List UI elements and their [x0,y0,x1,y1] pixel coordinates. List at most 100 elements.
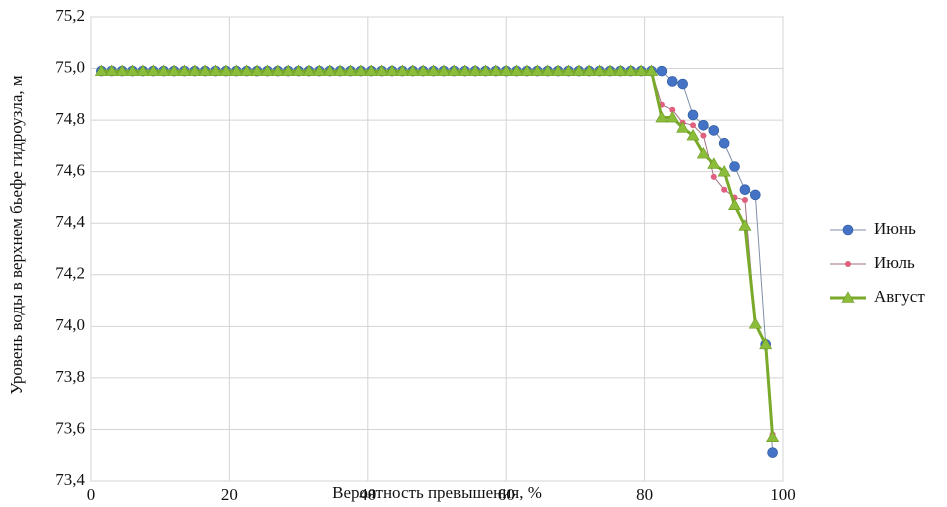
y-tick-label: 74,2 [55,264,85,283]
data-point [416,64,430,76]
data-point [717,165,731,177]
data-point [707,157,721,169]
data-point [437,64,451,76]
data-point [593,64,607,76]
data-point [561,64,575,76]
y-tick-label: 73,6 [55,418,85,437]
data-point [766,430,780,442]
data-point [582,64,596,76]
data-point [729,161,740,172]
data-point [666,76,678,87]
y-tick-label: 75,0 [55,57,85,76]
data-point [354,64,368,76]
data-point [510,64,524,76]
data-point [281,64,295,76]
legend-marker [845,261,851,267]
data-point [333,64,347,76]
y-tick-label: 74,6 [55,161,85,180]
series-line [101,69,775,438]
data-point [395,64,409,76]
data-point [364,64,378,76]
data-point [700,132,707,139]
x-axis-label: Вероятность превышения, % [332,483,542,502]
y-axis-label: Уровень воды в верхнем бьефе гидроузла, … [7,75,26,395]
data-point [721,186,728,193]
data-point [126,64,140,76]
legend-label: Июль [874,253,915,272]
y-tick-label: 74,4 [55,212,85,231]
data-point [541,64,555,76]
x-tick-label: 60 [498,485,515,504]
data-point [572,64,586,76]
data-point [229,64,243,76]
data-point [198,64,212,76]
data-point [427,64,441,76]
data-point [292,64,306,76]
data-point [603,64,617,76]
data-point [748,317,762,329]
x-tick-label: 0 [87,485,96,504]
data-point [634,64,648,76]
data-point [750,189,761,201]
data-point [696,147,710,159]
data-point [718,138,730,149]
legend-marker [841,291,855,303]
data-point [741,197,748,204]
data-point [655,110,669,123]
data-point [690,122,697,129]
data-point [177,64,191,76]
data-point [677,78,688,90]
series-line [101,70,774,453]
y-tick-label: 73,4 [55,470,85,489]
data-point [499,64,513,76]
x-tick-label: 40 [359,485,376,504]
x-tick-label: 80 [636,485,653,504]
data-point [708,125,720,136]
data-point [624,64,638,76]
legend-label: Август [874,287,925,306]
data-point [645,64,659,76]
x-tick-label: 100 [770,485,796,504]
data-point [157,64,171,76]
series-line [101,70,774,435]
legend-marker [842,224,854,236]
data-point [739,184,751,196]
legend-label: Июнь [874,219,916,238]
data-point [665,110,679,123]
data-point [219,64,233,76]
data-point [489,64,503,76]
data-point [676,121,690,133]
data-point [468,64,482,76]
data-point [458,64,472,76]
data-point [302,64,316,76]
data-point [656,65,668,77]
data-point [530,64,544,76]
y-tick-label: 74,8 [55,109,85,128]
data-point [312,64,326,76]
data-point [343,64,358,76]
data-point [738,219,752,231]
data-point [613,64,627,76]
data-point [710,173,717,180]
data-point [728,198,742,210]
data-point [520,64,534,76]
y-tick-label: 75,2 [55,6,85,25]
data-point [250,64,264,76]
data-point [105,64,119,76]
data-point [260,64,274,76]
y-tick-label: 74,0 [55,315,85,334]
data-point [447,64,461,76]
data-point [669,106,676,113]
data-point [759,337,773,350]
data-point [687,109,699,121]
data-point [551,64,565,76]
data-point [686,128,700,141]
data-point [136,64,150,76]
data-point [385,64,399,76]
data-point [146,64,160,76]
data-point [406,64,420,76]
data-point [209,64,223,76]
data-point [94,64,108,76]
data-point [240,64,254,76]
